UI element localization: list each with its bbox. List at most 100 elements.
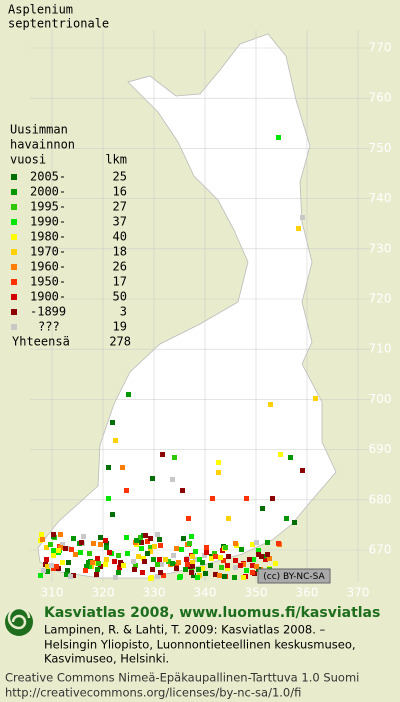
occurrence-square <box>148 545 153 550</box>
legend-swatch <box>11 294 17 300</box>
y-tick-label: 760 <box>369 91 392 105</box>
occurrence-square <box>159 562 164 567</box>
occurrence-square <box>244 496 249 501</box>
finland-outline <box>37 33 337 579</box>
occurrence-square <box>233 565 238 570</box>
occurrence-square <box>71 573 76 578</box>
occurrence-square <box>94 572 99 577</box>
occurrence-square <box>110 420 115 425</box>
legend-label: 2000- <box>30 185 66 199</box>
y-tick-label: 670 <box>369 543 392 557</box>
occurrence-square <box>212 551 217 556</box>
occurrence-square <box>189 534 194 539</box>
occurrence-square <box>226 554 231 559</box>
legend-label: 2005- <box>30 170 66 184</box>
y-tick-label: 740 <box>369 191 392 205</box>
occurrence-square <box>51 553 56 558</box>
occurrence-square <box>313 396 318 401</box>
occurrence-square <box>78 550 83 555</box>
legend-label: 1970- <box>30 245 66 259</box>
occurrence-square <box>157 537 162 542</box>
citation: Kasvimuseo, Helsinki. <box>44 652 169 666</box>
occurrence-square <box>171 553 176 558</box>
occurrence-square <box>161 573 166 578</box>
occurrence-square <box>190 560 195 565</box>
occurrence-square <box>90 560 95 565</box>
occurrence-square <box>193 557 198 562</box>
legend-label: 1980- <box>30 230 66 244</box>
occurrence-square <box>86 560 91 565</box>
occurrence-square <box>152 544 157 549</box>
occurrence-square <box>247 557 252 562</box>
occurrence-square <box>232 575 237 580</box>
occurrence-square <box>226 516 231 521</box>
occurrence-square <box>209 556 214 561</box>
occurrence-square <box>172 455 177 460</box>
occurrence-square <box>45 569 50 574</box>
occurrence-square <box>134 538 139 543</box>
occurrence-square <box>270 496 275 501</box>
occurrence-square <box>63 546 68 551</box>
occurrence-square <box>160 452 165 457</box>
legend-label: 1960- <box>30 260 66 274</box>
legend-label: ??? <box>38 320 60 334</box>
occurrence-square <box>256 552 261 557</box>
occurrence-square <box>83 568 88 573</box>
legend-label: 1900- <box>30 290 66 304</box>
occurrence-square <box>184 557 189 562</box>
occurrence-square <box>278 452 283 457</box>
occurrence-square <box>56 548 61 553</box>
occurrence-square <box>95 567 100 572</box>
occurrence-square <box>41 568 46 573</box>
legend-swatch <box>11 279 17 285</box>
occurrence-square <box>79 540 84 545</box>
legend-swatch <box>11 219 17 225</box>
occurrence-square <box>191 573 196 578</box>
occurrence-square <box>204 545 209 550</box>
occurrence-square <box>110 512 115 517</box>
citation: Lampinen, R. & Lahti, T. 2009: Kasviatla… <box>44 623 326 637</box>
occurrence-square <box>166 559 171 564</box>
occurrence-square <box>44 545 49 550</box>
occurrence-square <box>176 560 181 565</box>
occurrence-square <box>157 557 162 562</box>
occurrence-square <box>250 542 255 547</box>
occurrence-square <box>238 563 243 568</box>
occurrence-square <box>116 553 121 558</box>
occurrence-square <box>133 563 138 568</box>
occurrence-square <box>84 564 89 569</box>
legend-swatch <box>11 189 17 195</box>
occurrence-square <box>276 135 281 140</box>
occurrence-square <box>296 226 301 231</box>
occurrence-square <box>113 438 118 443</box>
x-tick-label: 320 <box>92 586 115 600</box>
occurrence-square <box>225 566 230 571</box>
legend-heading: havainnon <box>10 138 75 152</box>
legend-count: 26 <box>113 260 127 274</box>
legend-swatch <box>11 264 17 270</box>
legend-label: 1990- <box>30 215 66 229</box>
occurrence-square <box>217 573 222 578</box>
y-tick-label: 770 <box>369 41 392 55</box>
legend-count: 19 <box>113 320 127 334</box>
occurrence-square <box>117 565 122 570</box>
occurrence-square <box>51 566 56 571</box>
legend-swatch <box>11 249 17 255</box>
license: Creative Commons Nimeä-Epäkaupallinen-Ta… <box>5 671 359 685</box>
occurrence-square <box>145 539 150 544</box>
occurrence-square <box>138 535 143 540</box>
occurrence-square <box>241 575 246 580</box>
legend-label: -1899 <box>30 305 66 319</box>
occurrence-square <box>155 532 160 537</box>
citation: Helsingin Yliopisto, Luonnontieteellinen… <box>44 638 356 652</box>
occurrence-square <box>233 541 238 546</box>
occurrence-square <box>178 574 183 579</box>
occurrence-square <box>40 537 45 542</box>
occurrence-square <box>174 566 179 571</box>
occurrence-square <box>254 564 259 569</box>
occurrence-square <box>141 556 146 561</box>
occurrence-square <box>95 556 100 561</box>
occurrence-square <box>98 535 103 540</box>
occurrence-square <box>65 568 70 573</box>
